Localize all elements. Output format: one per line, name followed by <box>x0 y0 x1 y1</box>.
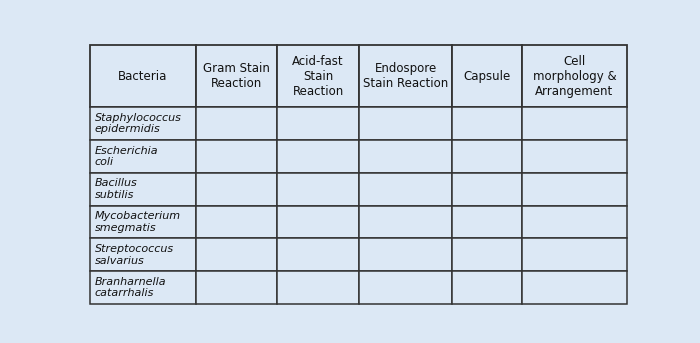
Text: Bacteria: Bacteria <box>118 70 168 83</box>
Bar <box>90 238 196 271</box>
Bar <box>522 271 627 304</box>
Text: Cell
morphology &
Arrangement: Cell morphology & Arrangement <box>533 55 616 98</box>
Bar <box>277 45 358 107</box>
Text: Branharnella
catarrhalis: Branharnella catarrhalis <box>94 277 166 298</box>
Text: Gram Stain
Reaction: Gram Stain Reaction <box>203 62 270 90</box>
Bar <box>358 173 452 205</box>
Bar <box>358 107 452 140</box>
Bar <box>196 271 277 304</box>
Bar <box>196 238 277 271</box>
Bar <box>90 140 196 173</box>
Bar <box>358 205 452 238</box>
Bar <box>277 205 358 238</box>
Bar <box>358 271 452 304</box>
Bar <box>196 107 277 140</box>
Bar <box>452 271 522 304</box>
Bar <box>358 45 452 107</box>
Bar <box>452 238 522 271</box>
Bar <box>358 238 452 271</box>
Bar <box>277 271 358 304</box>
Text: Mycobacterium
smegmatis: Mycobacterium smegmatis <box>94 211 181 233</box>
Bar <box>90 173 196 205</box>
Bar <box>522 173 627 205</box>
Text: Acid-fast
Stain
Reaction: Acid-fast Stain Reaction <box>292 55 344 98</box>
Text: Escherichia
coli: Escherichia coli <box>94 146 158 167</box>
Bar <box>452 45 522 107</box>
Bar <box>452 107 522 140</box>
Bar <box>358 140 452 173</box>
Text: Bacillus
subtilis: Bacillus subtilis <box>94 178 137 200</box>
Bar <box>90 107 196 140</box>
Bar <box>452 205 522 238</box>
Text: Streptococcus
salvarius: Streptococcus salvarius <box>94 244 174 265</box>
Bar <box>277 140 358 173</box>
Bar <box>196 173 277 205</box>
Bar <box>196 45 277 107</box>
Bar <box>522 107 627 140</box>
Bar <box>522 140 627 173</box>
Bar <box>90 271 196 304</box>
Bar <box>452 173 522 205</box>
Bar <box>522 238 627 271</box>
Text: Capsule: Capsule <box>463 70 510 83</box>
Bar <box>522 205 627 238</box>
Bar <box>196 205 277 238</box>
Bar <box>452 140 522 173</box>
Bar <box>522 45 627 107</box>
Bar <box>277 173 358 205</box>
Text: Endospore
Stain Reaction: Endospore Stain Reaction <box>363 62 448 90</box>
Bar <box>90 45 196 107</box>
Bar <box>277 238 358 271</box>
Bar <box>196 140 277 173</box>
Text: Staphylococcus
epidermidis: Staphylococcus epidermidis <box>94 113 181 134</box>
Bar <box>90 205 196 238</box>
Bar <box>277 107 358 140</box>
